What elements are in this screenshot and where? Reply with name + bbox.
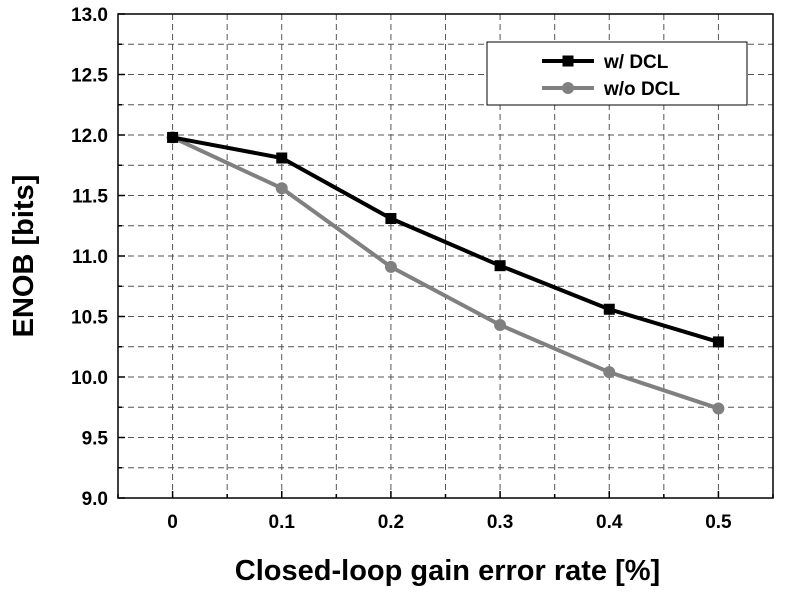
y-tick-label: 11.5 <box>72 187 108 208</box>
data-point <box>712 402 725 415</box>
data-point <box>603 366 616 379</box>
y-axis-title: ENOB [bits] <box>8 175 40 338</box>
series-line <box>171 135 720 411</box>
data-point <box>494 260 506 272</box>
x-tick-label: 0.3 <box>487 512 513 533</box>
y-tick-label: 10.0 <box>71 368 108 389</box>
y-tick-label: 10.5 <box>71 308 108 329</box>
y-tick-label: 9.5 <box>82 429 109 450</box>
data-point <box>603 303 615 315</box>
legend-marker <box>562 55 574 67</box>
legend: w/ DCL w/o DCL <box>486 41 748 106</box>
data-point <box>276 152 288 164</box>
x-axis-title: Closed-loop gain error rate [%] <box>235 555 660 587</box>
series-line <box>172 135 719 344</box>
x-tick-label: 0.5 <box>705 512 732 533</box>
data-point <box>167 131 179 143</box>
x-tick-label: 0.4 <box>596 512 623 533</box>
series-layer <box>166 131 725 415</box>
y-tick-label: 12.0 <box>71 126 108 147</box>
x-tick-label: 0 <box>167 512 178 533</box>
data-point <box>712 336 724 348</box>
series-without-dcl <box>166 131 725 415</box>
data-point <box>384 260 397 273</box>
y-tick-label: 12.5 <box>71 66 108 87</box>
series-with-dcl <box>167 131 724 348</box>
x-tick-label: 0.1 <box>269 512 296 533</box>
legend-item: w/ DCL <box>542 52 669 73</box>
x-axis-ticks: 0 0.1 0.2 0.3 0.4 0.5 <box>117 491 774 533</box>
y-tick-label: 9.0 <box>82 489 108 510</box>
y-axis-ticks: 9.0 9.5 10.0 10.5 11.0 11.5 12.0 12.5 13.0 <box>71 5 125 510</box>
x-tick-label: 0.2 <box>378 512 404 533</box>
y-tick-label: 13.0 <box>71 5 108 26</box>
legend-marker <box>562 82 574 94</box>
y-tick-label: 11.0 <box>72 247 108 268</box>
data-point <box>494 318 507 331</box>
data-point <box>385 212 397 224</box>
legend-label: w/ DCL <box>603 52 669 73</box>
legend-box <box>486 41 748 106</box>
data-point <box>275 182 288 195</box>
legend-item: w/o DCL <box>542 79 680 100</box>
legend-label: w/o DCL <box>603 79 680 100</box>
